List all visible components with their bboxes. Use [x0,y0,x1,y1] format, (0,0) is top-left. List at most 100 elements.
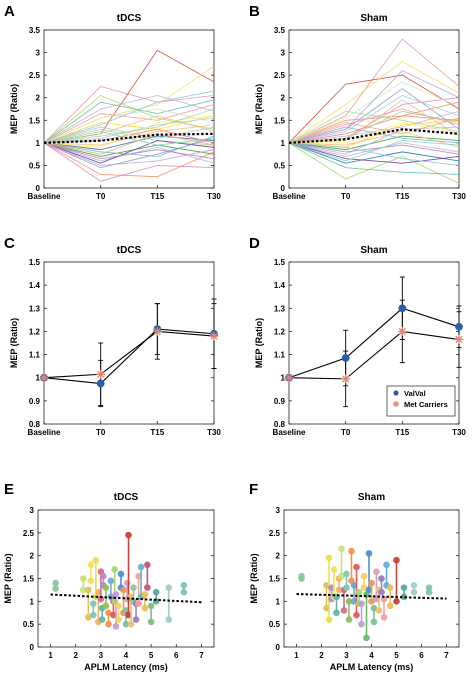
y-tick-label: 1.4 [29,281,41,290]
individual-trace [43,142,215,157]
subject-point [107,577,115,585]
subject-point [180,582,188,589]
mean-line [43,132,215,144]
panel-letter: A [4,3,15,20]
subject-point [105,609,112,617]
subject-point [90,611,97,619]
subject-point [333,609,340,617]
individual-trace [43,85,215,144]
panel-letter: E [4,481,14,498]
subject-point [135,600,142,607]
subject-point [112,591,120,598]
chart-title: tDCS [114,492,139,503]
plot-frame [43,29,215,189]
subject-point [355,588,363,596]
y-tick-label: 1 [281,374,286,383]
individual-trace [43,133,215,155]
individual-trace [288,131,460,148]
plot-frame [283,509,460,648]
individual-trace [289,122,460,144]
subject-point [386,584,394,591]
y-tick-label: 0.5 [29,161,41,170]
individual-trace [43,49,215,144]
panel-letter: B [249,3,260,20]
subject-point [144,584,151,591]
asterisk-stroke [393,401,399,407]
x-axis-label: APLM Latency (ms) [330,662,414,672]
x-tick-label: 5 [394,651,399,660]
individual-trace [288,142,460,155]
subject-point [345,598,353,605]
subject-point [298,575,305,582]
subject-point [90,600,97,607]
subject-point [135,572,142,580]
legend-marker [392,400,400,408]
subject-point [84,614,92,621]
y-tick-label: 1.2 [29,327,41,336]
subject-point [343,570,350,578]
individual-trace [43,104,215,144]
asterisk-stroke [455,335,463,344]
y-tick-label: 1 [276,597,281,606]
y-tick-label: 2 [276,552,281,561]
subject-point [147,602,155,610]
subject-point [348,547,355,555]
x-tick-label: T15 [150,192,164,201]
data-point-met [454,335,464,345]
subject-point [343,584,350,591]
individual-trace [288,142,460,164]
individual-trace [288,135,460,151]
x-tick-label: 5 [149,651,154,660]
y-axis-label: MEP (Ratio) [9,84,19,134]
individual-trace [288,110,460,144]
subject-point [79,586,87,594]
individual-trace [43,126,215,144]
subject-point [325,554,333,562]
subject-point [147,618,155,626]
subject-point [425,584,433,591]
individual-trace [43,94,215,144]
legend-label: Met Carriers [404,400,448,409]
x-tick-label: Baseline [273,428,306,437]
subject-point [141,604,149,612]
individual-trace [288,74,460,144]
subject-point [410,588,418,596]
subject-point [378,575,385,582]
y-tick-label: 2.5 [23,529,35,538]
subject-point [350,598,358,605]
y-tick-label: 0.9 [29,397,41,406]
individual-trace [43,135,215,151]
legend-marker [393,390,399,396]
individual-trace [43,115,215,144]
subject-point [386,602,394,610]
individual-trace [43,140,215,164]
x-tick-label: 6 [174,651,179,660]
subject-point [125,611,132,619]
y-tick-label: 0.5 [274,161,286,170]
y-axis-label: MEP (Ratio) [249,553,259,603]
chart-title: tDCS [117,13,142,24]
individual-trace [288,142,460,164]
individual-trace [43,142,215,160]
y-tick-label: 0 [281,184,286,193]
individual-trace [288,142,460,157]
x-tick-label: Baseline [28,428,61,437]
subject-point [365,586,373,594]
subject-point [383,561,390,569]
x-tick-label: T30 [452,428,466,437]
individual-trace [43,142,215,182]
data-point-met [96,369,106,379]
subject-point [368,579,375,587]
y-tick-label: 2.5 [269,529,281,538]
x-tick-label: 3 [344,651,349,660]
series-line-valval [288,307,460,379]
subject-point [165,616,173,623]
individual-trace [288,38,460,144]
data-point-met [152,326,162,336]
subject-point [323,604,330,612]
subject-point [345,616,353,623]
subject-point [368,598,375,605]
